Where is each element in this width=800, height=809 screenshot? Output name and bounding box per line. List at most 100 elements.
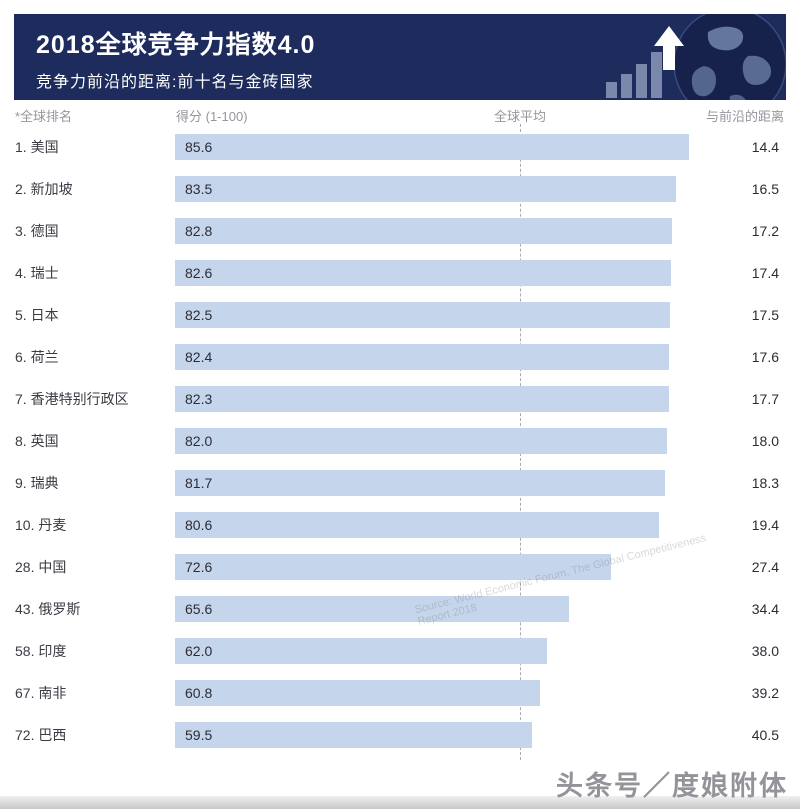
score-bar: 82.0 (175, 428, 667, 454)
bar-track: 59.5 (175, 722, 775, 748)
distance-value: 34.4 (751, 601, 779, 617)
country-label: 6. 荷兰 (15, 349, 59, 365)
chart-row: 4. 瑞士 82.6 17.4 (15, 260, 785, 286)
growth-arrow-icon (606, 26, 684, 98)
score-value: 80.6 (185, 517, 213, 533)
globe-icon (673, 14, 786, 100)
score-bar: 80.6 (175, 512, 659, 538)
distance-value: 17.5 (751, 307, 779, 323)
score-value: 62.0 (185, 643, 213, 659)
score-bar: 72.6 (175, 554, 611, 580)
score-value: 82.6 (185, 265, 213, 281)
chart-row: 28. 中国 72.6 27.4 (15, 554, 785, 580)
score-value: 85.6 (185, 139, 213, 155)
header-banner: 2018全球竞争力指数4.0 竞争力前沿的距离:前十名与金砖国家 (14, 14, 786, 100)
chart-subtitle: 竞争力前沿的距离:前十名与金砖国家 (36, 74, 314, 91)
bar-track: 82.6 (175, 260, 775, 286)
chart-row: 8. 英国 82.0 18.0 (15, 428, 785, 454)
distance-value: 16.5 (751, 181, 779, 197)
country-label: 67. 南非 (15, 685, 67, 701)
distance-value: 18.0 (751, 433, 779, 449)
chart-row: 1. 美国 85.6 14.4 (15, 134, 785, 160)
bar-track: 85.6 (175, 134, 775, 160)
score-bar: 85.6 (175, 134, 689, 160)
chart-row: 10. 丹麦 80.6 19.4 (15, 512, 785, 538)
score-bar: 82.4 (175, 344, 670, 370)
score-bar: 82.6 (175, 260, 671, 286)
distance-value: 27.4 (751, 559, 779, 575)
bar-track: 81.7 (175, 470, 775, 496)
score-value: 59.5 (185, 727, 213, 743)
column-header-row: *全球排名 得分 (1-100) 全球平均 与前沿的距离 (0, 106, 800, 124)
score-bar: 65.6 (175, 596, 569, 622)
column-score-label: 得分 (1-100) (176, 109, 248, 124)
chart-row: 9. 瑞典 81.7 18.3 (15, 470, 785, 496)
column-average-label: 全球平均 (493, 109, 547, 124)
bar-track: 82.8 (175, 218, 775, 244)
brand-watermark: 头条号／度娘附体 (556, 771, 788, 801)
distance-value: 17.4 (751, 265, 779, 281)
country-label: 28. 中国 (15, 559, 67, 575)
country-label: 43. 俄罗斯 (15, 601, 81, 617)
chart-row: 3. 德国 82.8 17.2 (15, 218, 785, 244)
country-label: 8. 英国 (15, 433, 59, 449)
distance-value: 40.5 (751, 727, 779, 743)
bar-track: 65.6 (175, 596, 775, 622)
bar-track: 83.5 (175, 176, 775, 202)
score-bar: 62.0 (175, 638, 547, 664)
chart-row: 5. 日本 82.5 17.5 (15, 302, 785, 328)
distance-value: 17.6 (751, 349, 779, 365)
distance-value: 18.3 (751, 475, 779, 491)
bar-track: 80.6 (175, 512, 775, 538)
score-bar: 82.5 (175, 302, 670, 328)
score-value: 60.8 (185, 685, 213, 701)
bar-track: 60.8 (175, 680, 775, 706)
bar-track: 62.0 (175, 638, 775, 664)
score-bar: 83.5 (175, 176, 676, 202)
bar-track: 82.0 (175, 428, 775, 454)
country-label: 4. 瑞士 (15, 265, 59, 281)
distance-value: 19.4 (751, 517, 779, 533)
chart-row: 7. 香港特别行政区 82.3 17.7 (15, 386, 785, 412)
header-artwork (546, 14, 786, 100)
score-bar: 81.7 (175, 470, 666, 496)
score-bar: 82.3 (175, 386, 669, 412)
distance-value: 14.4 (751, 139, 779, 155)
distance-value: 17.7 (751, 391, 779, 407)
distance-value: 38.0 (751, 643, 779, 659)
column-distance-label: 与前沿的距离 (705, 109, 784, 124)
chart-row: 58. 印度 62.0 38.0 (15, 638, 785, 664)
bar-chart: 1. 美国 85.6 14.4 2. 新加坡 83.5 16.5 3. 德国 82.8 17.2… (15, 124, 785, 774)
chart-row: 67. 南非 60.8 39.2 (15, 680, 785, 706)
column-rank-label: *全球排名 (15, 109, 73, 124)
country-label: 1. 美国 (15, 139, 59, 155)
score-bar: 60.8 (175, 680, 540, 706)
chart-row: 6. 荷兰 82.4 17.6 (15, 344, 785, 370)
score-value: 82.4 (185, 349, 213, 365)
country-label: 9. 瑞典 (15, 475, 59, 491)
country-label: 72. 巴西 (15, 727, 67, 743)
distance-value: 17.2 (751, 223, 779, 239)
score-value: 81.7 (185, 475, 213, 491)
score-value: 82.5 (185, 307, 213, 323)
score-value: 65.6 (185, 601, 213, 617)
country-label: 7. 香港特别行政区 (15, 391, 129, 407)
score-bar: 59.5 (175, 722, 532, 748)
bar-track: 72.6 (175, 554, 775, 580)
score-value: 82.0 (185, 433, 213, 449)
bar-track: 82.3 (175, 386, 775, 412)
score-value: 82.8 (185, 223, 213, 239)
country-label: 3. 德国 (15, 223, 59, 239)
bar-track: 82.5 (175, 302, 775, 328)
country-label: 58. 印度 (15, 643, 67, 659)
score-value: 82.3 (185, 391, 213, 407)
chart-row: 72. 巴西 59.5 40.5 (15, 722, 785, 748)
chart-row: 2. 新加坡 83.5 16.5 (15, 176, 785, 202)
distance-value: 39.2 (751, 685, 779, 701)
chart-row: 43. 俄罗斯 65.6 34.4 (15, 596, 785, 622)
country-label: 2. 新加坡 (15, 181, 73, 197)
country-label: 10. 丹麦 (15, 517, 67, 533)
score-value: 83.5 (185, 181, 213, 197)
bar-track: 82.4 (175, 344, 775, 370)
